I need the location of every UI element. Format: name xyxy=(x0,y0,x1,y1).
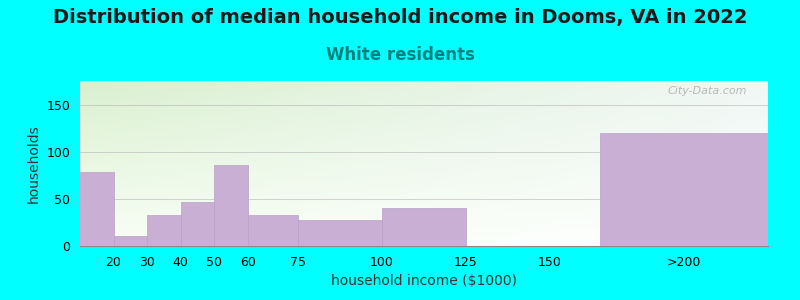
Bar xyxy=(298,220,382,246)
Y-axis label: households: households xyxy=(27,124,41,203)
Text: City-Data.com: City-Data.com xyxy=(668,86,747,96)
Bar xyxy=(248,215,298,246)
Bar xyxy=(114,236,147,246)
Text: White residents: White residents xyxy=(326,46,474,64)
Bar xyxy=(80,172,114,246)
Bar xyxy=(214,165,248,246)
X-axis label: household income ($1000): household income ($1000) xyxy=(331,274,517,288)
Bar xyxy=(600,133,768,246)
Bar xyxy=(382,208,466,246)
Bar xyxy=(181,202,214,246)
Bar xyxy=(147,215,181,246)
Text: Distribution of median household income in Dooms, VA in 2022: Distribution of median household income … xyxy=(53,8,747,26)
